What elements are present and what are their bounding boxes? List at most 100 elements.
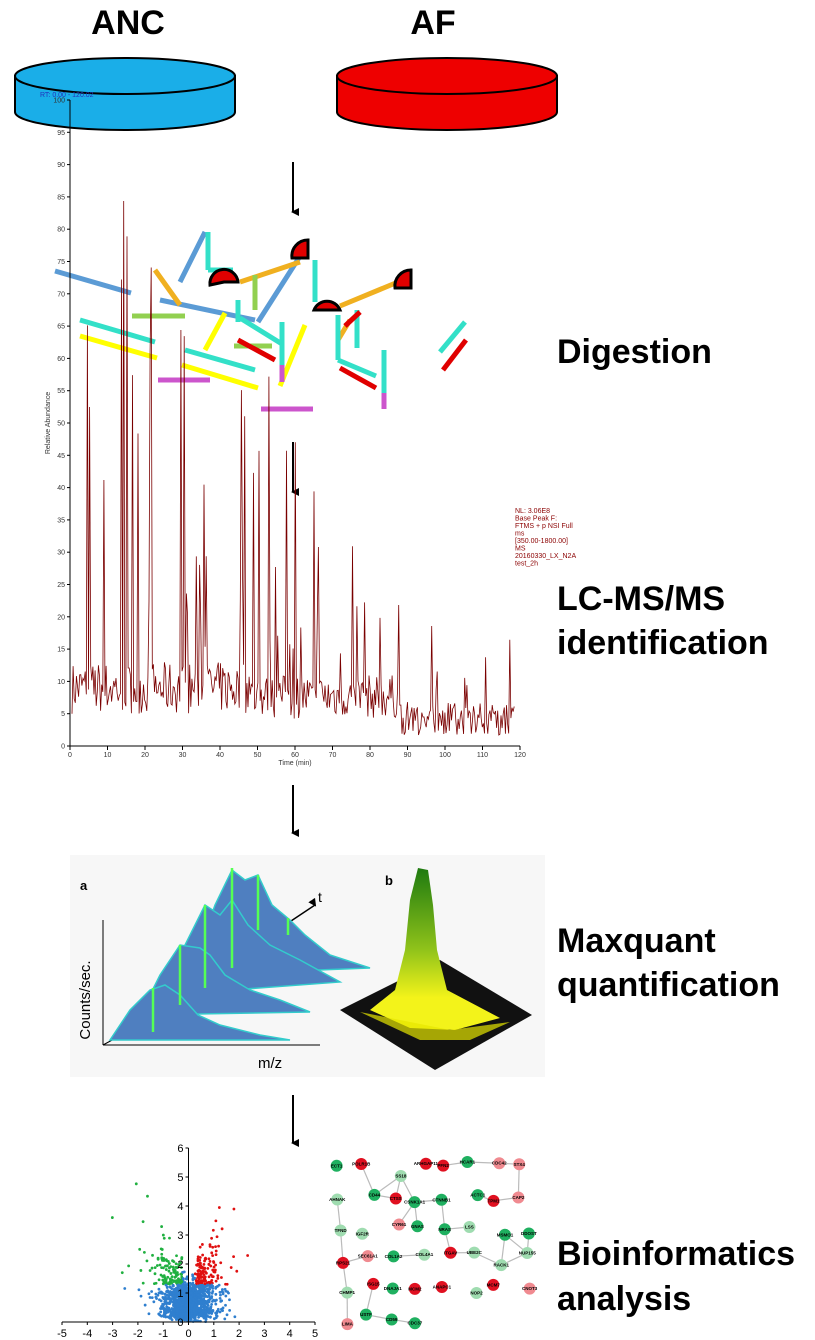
- node: [498, 1228, 511, 1241]
- point: [166, 1275, 170, 1279]
- node: [341, 1286, 354, 1299]
- point: [175, 1308, 179, 1311]
- point: [174, 1275, 178, 1278]
- point: [155, 1264, 159, 1267]
- point: [246, 1254, 250, 1257]
- point: [201, 1253, 205, 1257]
- point: [193, 1276, 197, 1280]
- point: [173, 1294, 177, 1297]
- peak-skirt: [360, 1012, 510, 1040]
- node-label: NOP2: [470, 1290, 483, 1295]
- point: [179, 1311, 182, 1315]
- point: [185, 1312, 189, 1316]
- point: [164, 1278, 168, 1282]
- node-label: CTSS: [390, 1196, 402, 1201]
- x-tick-label: -3: [108, 1328, 118, 1340]
- x-tick-label: 30: [179, 752, 187, 759]
- node: [368, 1188, 381, 1201]
- cleavage-markers: [208, 238, 413, 312]
- y-tick-label: 6: [177, 1143, 183, 1155]
- point: [189, 1317, 193, 1321]
- y-axis-label: Relative Abundance: [45, 392, 52, 454]
- y-tick-label: 4: [177, 1201, 183, 1213]
- node-label: ARHGAP11: [414, 1161, 439, 1166]
- y-tick-label: 55: [57, 388, 65, 395]
- node: [393, 1218, 406, 1231]
- point: [214, 1245, 217, 1249]
- volcano-plot: 0 1 2 3 4 5 6 -5 -4 -3 -2 -1 0 1 2 3 4 5: [57, 1143, 318, 1340]
- point: [194, 1288, 198, 1292]
- y-tick-label: 5: [61, 711, 65, 718]
- node-label: AHNAK: [329, 1197, 346, 1202]
- point: [204, 1310, 208, 1314]
- point: [197, 1315, 201, 1319]
- point: [196, 1269, 200, 1273]
- point: [197, 1281, 201, 1285]
- x-label: m/z: [258, 1055, 282, 1072]
- point: [183, 1307, 187, 1310]
- point: [194, 1310, 198, 1314]
- node: [468, 1246, 481, 1259]
- point: [171, 1265, 175, 1269]
- point: [146, 1194, 149, 1198]
- node-label: CNOT3: [522, 1286, 538, 1291]
- point: [157, 1278, 161, 1282]
- point: [228, 1298, 231, 1302]
- x-tick-label: 80: [366, 752, 374, 759]
- node-label: RACK1: [493, 1263, 509, 1268]
- point: [173, 1269, 177, 1272]
- point: [203, 1282, 207, 1285]
- node: [487, 1278, 500, 1291]
- panel-label: b: [385, 873, 393, 888]
- point: [147, 1312, 151, 1316]
- point: [178, 1261, 182, 1265]
- node: [522, 1227, 535, 1240]
- node: [355, 1157, 368, 1170]
- point: [217, 1244, 220, 1248]
- point: [159, 1291, 163, 1295]
- y-tick-label: 75: [57, 259, 65, 266]
- point: [198, 1265, 202, 1269]
- y-tick-label: 50: [57, 421, 65, 428]
- point: [189, 1295, 193, 1299]
- point: [197, 1297, 200, 1300]
- point: [168, 1285, 172, 1289]
- point: [137, 1288, 141, 1292]
- point: [174, 1262, 178, 1266]
- point: [202, 1278, 206, 1281]
- node-label: CSNK1A1: [404, 1200, 426, 1205]
- point: [139, 1269, 143, 1272]
- point: [162, 1266, 165, 1270]
- node-label: CTNNB1: [432, 1197, 451, 1202]
- scan-info: FTMS + p NSI Full: [515, 523, 573, 530]
- point: [184, 1297, 188, 1300]
- node: [521, 1246, 534, 1259]
- point: [218, 1290, 222, 1294]
- point: [204, 1315, 207, 1319]
- point: [214, 1302, 218, 1306]
- point: [169, 1272, 173, 1275]
- node-label: PFN2: [437, 1163, 449, 1168]
- node-label: SEC61A1: [358, 1254, 379, 1259]
- point: [167, 1262, 171, 1265]
- point: [152, 1300, 156, 1304]
- point: [179, 1272, 183, 1276]
- point: [198, 1312, 202, 1316]
- step-label: Digestion: [557, 333, 712, 371]
- y-tick-label: 80: [57, 227, 65, 234]
- node: [487, 1194, 500, 1207]
- point: [160, 1252, 164, 1256]
- point: [215, 1314, 219, 1318]
- point: [214, 1263, 217, 1267]
- node: [330, 1159, 343, 1172]
- node-label: MCM7: [487, 1282, 501, 1287]
- point: [173, 1298, 177, 1301]
- node-label: ACTC1: [470, 1193, 485, 1198]
- point: [217, 1283, 221, 1287]
- point: [156, 1293, 160, 1297]
- point: [162, 1236, 166, 1240]
- point: [198, 1245, 202, 1249]
- x-tick-label: 20: [141, 752, 149, 759]
- node-label: STX4: [514, 1162, 526, 1167]
- point: [196, 1257, 200, 1261]
